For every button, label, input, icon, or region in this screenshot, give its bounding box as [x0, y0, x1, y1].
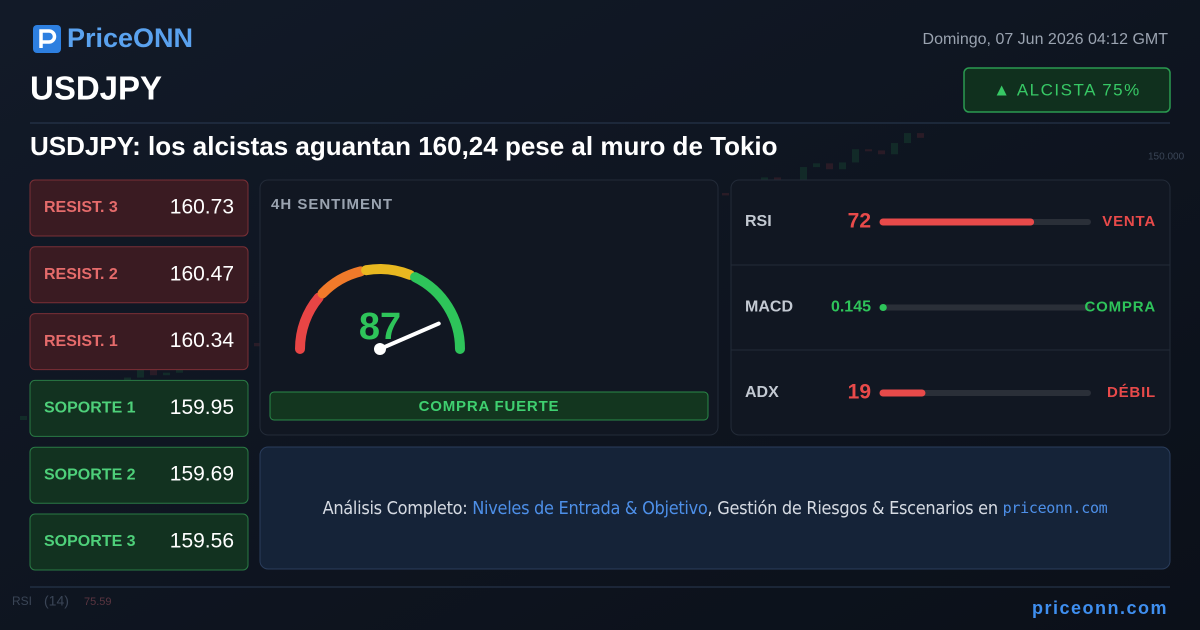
bg-label: 150.000	[1148, 152, 1185, 163]
gauge: 87	[295, 264, 465, 355]
trend-badge	[963, 67, 1171, 113]
bg-candle	[163, 372, 170, 376]
logo-glyph	[39, 29, 57, 48]
verdict: COMPRA FUERTE	[419, 398, 560, 415]
gauge-hub	[374, 343, 386, 355]
bg-candle	[865, 149, 872, 152]
level-label: SOPORTE 2	[44, 466, 136, 483]
indicator-name: RSI	[745, 213, 772, 230]
bg-candle	[917, 133, 924, 138]
symbol: USDJPY	[30, 70, 162, 107]
indicator-signal: DÉBIL	[1107, 384, 1156, 401]
indicator-name: MACD	[745, 299, 793, 316]
gauge-arc	[410, 272, 465, 354]
level-box	[29, 246, 249, 304]
bg-candle	[800, 167, 807, 182]
level-box	[29, 379, 249, 437]
brand: PriceONN	[67, 23, 193, 53]
verdict-box	[269, 391, 709, 421]
bg-candle	[150, 369, 157, 376]
level-label: SOPORTE 3	[44, 533, 136, 550]
gauge-arc	[361, 264, 415, 280]
bg-candle	[826, 163, 833, 170]
headline: USDJPY: los alcistas aguantan 160,24 pes…	[30, 131, 778, 161]
level-label: RESIST. 1	[44, 333, 118, 350]
sentiment-title: 4H SENTIMENT	[271, 196, 393, 213]
level-value: 159.56	[170, 530, 234, 553]
sentiment-panel	[259, 179, 719, 436]
cta-text: Análisis Completo:	[322, 497, 468, 519]
gauge-needle	[378, 321, 441, 351]
bg-candle	[137, 369, 144, 378]
bg-label: 75.59	[84, 596, 112, 608]
bg-candle	[813, 163, 820, 168]
level-value: 160.34	[170, 329, 235, 352]
cta: Análisis Completo: Niveles de Entrada & …	[260, 447, 1170, 569]
indicator-signal: VENTA	[1102, 213, 1156, 230]
bg-candle	[20, 416, 27, 420]
footer-url[interactable]: priceonn.com	[1032, 598, 1168, 618]
level-value: 160.73	[170, 196, 234, 219]
bg-label: (14)	[44, 593, 69, 609]
bg-candle	[852, 149, 859, 163]
level-value: 159.95	[170, 396, 234, 419]
bg-candle	[722, 193, 729, 196]
cta-link[interactable]: Niveles de Entrada & Objetivo	[472, 497, 708, 519]
level-label: RESIST. 2	[44, 266, 118, 283]
cta-panel	[259, 446, 1171, 570]
bg-candle	[839, 162, 846, 170]
bg-candle	[254, 342, 261, 347]
datetime: Domingo, 07 Jun 2026 04:12 GMT	[923, 31, 1169, 48]
level-box	[29, 179, 249, 237]
level-box	[29, 313, 249, 371]
bg-label: RSI	[12, 594, 32, 608]
level-box	[29, 446, 249, 504]
cta-url[interactable]: priceonn.com	[1002, 499, 1108, 517]
bg-candle	[904, 133, 911, 144]
bg-candle	[891, 143, 898, 155]
indicator-value: 0.145	[831, 299, 871, 316]
cta-text: , Gestión de Riesgos & Escenarios en	[707, 497, 999, 519]
indicator-value: 19	[848, 381, 871, 404]
indicator-signal: COMPRA	[1085, 298, 1156, 315]
badge-text: ▲ ALCISTA 75%	[993, 80, 1141, 99]
gauge-arc	[295, 292, 324, 354]
indicator-name: ADX	[745, 384, 779, 401]
level-box	[29, 513, 249, 571]
indicator-value: 72	[848, 210, 871, 233]
level-label: SOPORTE 1	[44, 400, 136, 417]
bg-candle	[878, 150, 885, 155]
logo-icon	[33, 25, 61, 53]
level-label: RESIST. 3	[44, 199, 118, 216]
level-value: 160.47	[170, 262, 234, 285]
level-value: 159.69	[170, 463, 234, 486]
gauge-arc	[317, 266, 366, 299]
